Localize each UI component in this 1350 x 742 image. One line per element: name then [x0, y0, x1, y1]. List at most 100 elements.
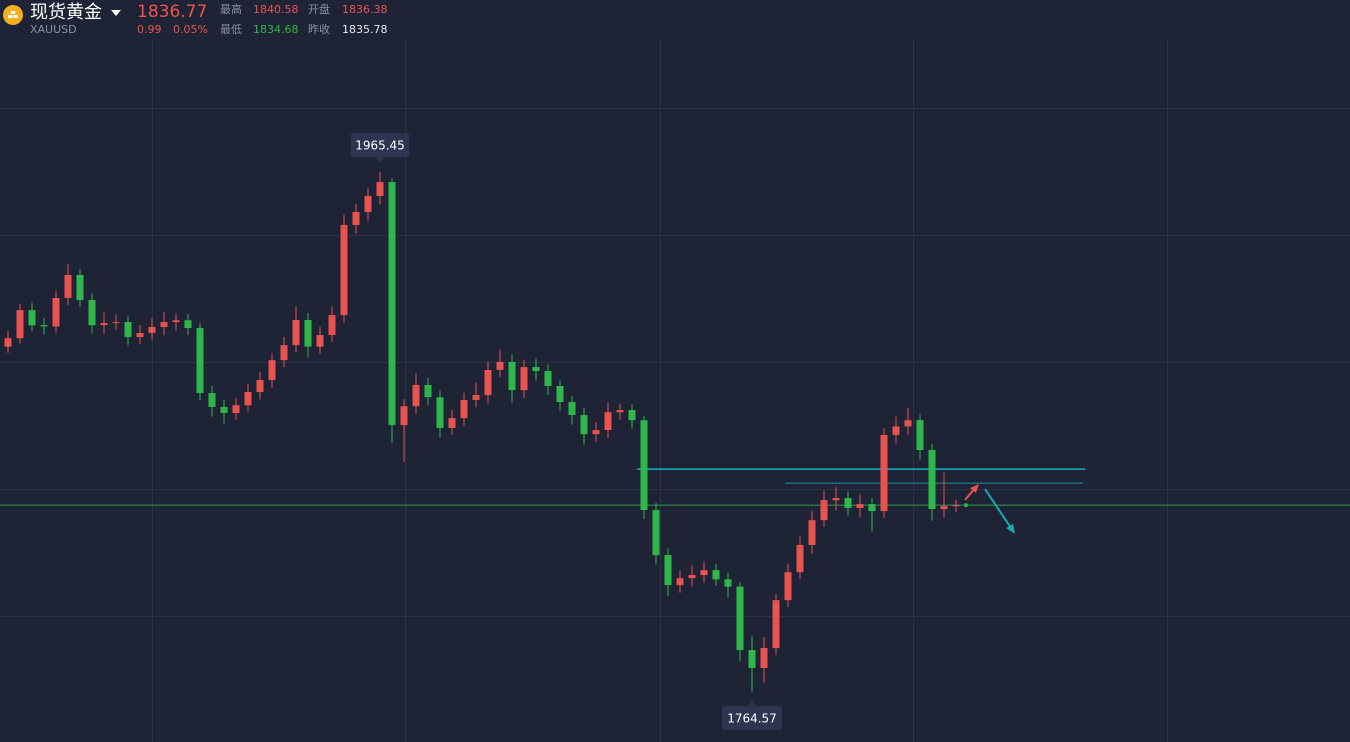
stat-value: 1834.68 — [253, 23, 299, 36]
down-arrow-head — [1006, 524, 1015, 534]
candle-body — [808, 520, 816, 545]
candle-body — [100, 323, 108, 326]
candle-body — [268, 360, 276, 381]
change-pct: 0.05% — [173, 23, 208, 36]
callout-box — [722, 706, 782, 731]
candle-body — [40, 325, 48, 327]
candle-body — [580, 415, 588, 435]
candle-body — [880, 434, 888, 512]
candle-body — [616, 410, 624, 413]
arrows — [964, 484, 1015, 534]
stat-value: 1835.78 — [342, 23, 388, 36]
candle-body — [460, 399, 468, 419]
candle-body — [388, 182, 396, 426]
candle-body — [844, 498, 852, 508]
candle-body — [568, 402, 576, 416]
candle-body — [544, 371, 552, 387]
candle-body — [484, 369, 492, 396]
candle-body — [652, 510, 660, 556]
candle-body — [232, 405, 240, 413]
up-arrow-head — [970, 484, 979, 493]
candle-body — [136, 332, 144, 338]
candle-body — [532, 367, 540, 371]
candle-body — [592, 430, 600, 435]
candle-body — [700, 570, 708, 576]
last-price-dot — [964, 503, 968, 508]
candle-body — [76, 274, 84, 301]
candle-body — [352, 212, 360, 225]
candle-body — [676, 578, 684, 586]
candle-body — [316, 335, 324, 347]
candle-body — [448, 418, 456, 428]
candle-body — [376, 182, 384, 196]
candle-body — [292, 319, 300, 346]
candle-body — [916, 420, 924, 450]
down-arrow — [984, 488, 1012, 529]
candle-body — [436, 397, 444, 428]
candle-body — [220, 406, 228, 413]
change: 0.99 — [137, 23, 162, 36]
candle-body — [256, 380, 264, 392]
candle-body — [172, 320, 180, 323]
candle-body — [868, 504, 876, 512]
candle-body — [856, 504, 864, 508]
candle-body — [244, 391, 252, 406]
gold-icon — [3, 5, 23, 25]
candle-body — [508, 361, 516, 391]
candle-body — [904, 420, 912, 427]
candle-body — [280, 345, 288, 361]
candle-body — [64, 274, 72, 298]
candle-body — [400, 406, 408, 426]
candle-body — [196, 328, 204, 394]
candle-body — [820, 500, 828, 521]
candle-body — [424, 384, 432, 398]
candle-body — [688, 575, 696, 579]
candle-body — [928, 449, 936, 509]
candle-body — [184, 320, 192, 329]
candle-body — [364, 195, 372, 213]
candle-body — [160, 322, 168, 327]
stat-label: 昨收 — [308, 23, 330, 36]
candle-body — [304, 319, 312, 347]
callout-pointer — [375, 157, 385, 164]
candle-body — [16, 310, 24, 339]
candle-body — [148, 326, 156, 333]
symbol: XAUUSD — [30, 23, 77, 36]
candle-body — [724, 579, 732, 587]
candle-body — [892, 426, 900, 435]
candle-body — [88, 300, 96, 326]
callout-box — [351, 133, 409, 158]
price: 1836.77 — [137, 2, 208, 22]
dropdown-caret[interactable] — [110, 8, 122, 18]
candle-body — [760, 648, 768, 668]
candle-body — [112, 322, 120, 324]
candle-body — [4, 338, 12, 347]
candle-body — [556, 386, 564, 403]
stat-value: 1836.38 — [342, 3, 388, 16]
candle-body — [736, 586, 744, 651]
stat-label: 最低 — [220, 23, 242, 36]
candle-body — [124, 322, 132, 338]
candle-body — [520, 367, 528, 391]
candle-body — [328, 315, 336, 336]
callout-pointer — [747, 700, 757, 707]
candle-body — [640, 420, 648, 511]
candle-body — [796, 544, 804, 573]
stat-label: 最高 — [220, 3, 242, 16]
low-callout: 1764.57 — [727, 712, 777, 726]
candle-body — [472, 395, 480, 400]
candle-body — [340, 224, 348, 316]
candle-body — [208, 393, 216, 407]
instrument-name: 现货黄金 — [30, 2, 102, 23]
high-callout: 1965.45 — [355, 139, 405, 153]
candle-body — [52, 297, 60, 327]
stat-label: 开盘 — [308, 3, 330, 16]
candle-body — [940, 506, 948, 509]
candle-body — [604, 412, 612, 431]
candle-body — [772, 600, 780, 649]
candle-body — [784, 572, 792, 601]
candle-body — [496, 361, 504, 370]
candle-body — [628, 410, 636, 421]
candle-body — [952, 505, 960, 507]
